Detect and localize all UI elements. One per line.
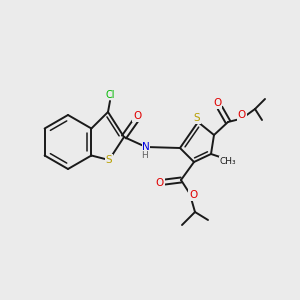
Text: O: O — [238, 110, 246, 120]
Text: O: O — [156, 178, 164, 188]
Text: O: O — [133, 111, 141, 121]
Text: O: O — [213, 98, 221, 108]
Text: CH₃: CH₃ — [220, 157, 236, 166]
Text: H: H — [141, 152, 147, 160]
Text: O: O — [189, 190, 197, 200]
Text: S: S — [106, 155, 112, 165]
Text: S: S — [194, 113, 200, 123]
Text: Cl: Cl — [105, 90, 115, 100]
Text: N: N — [142, 142, 150, 152]
